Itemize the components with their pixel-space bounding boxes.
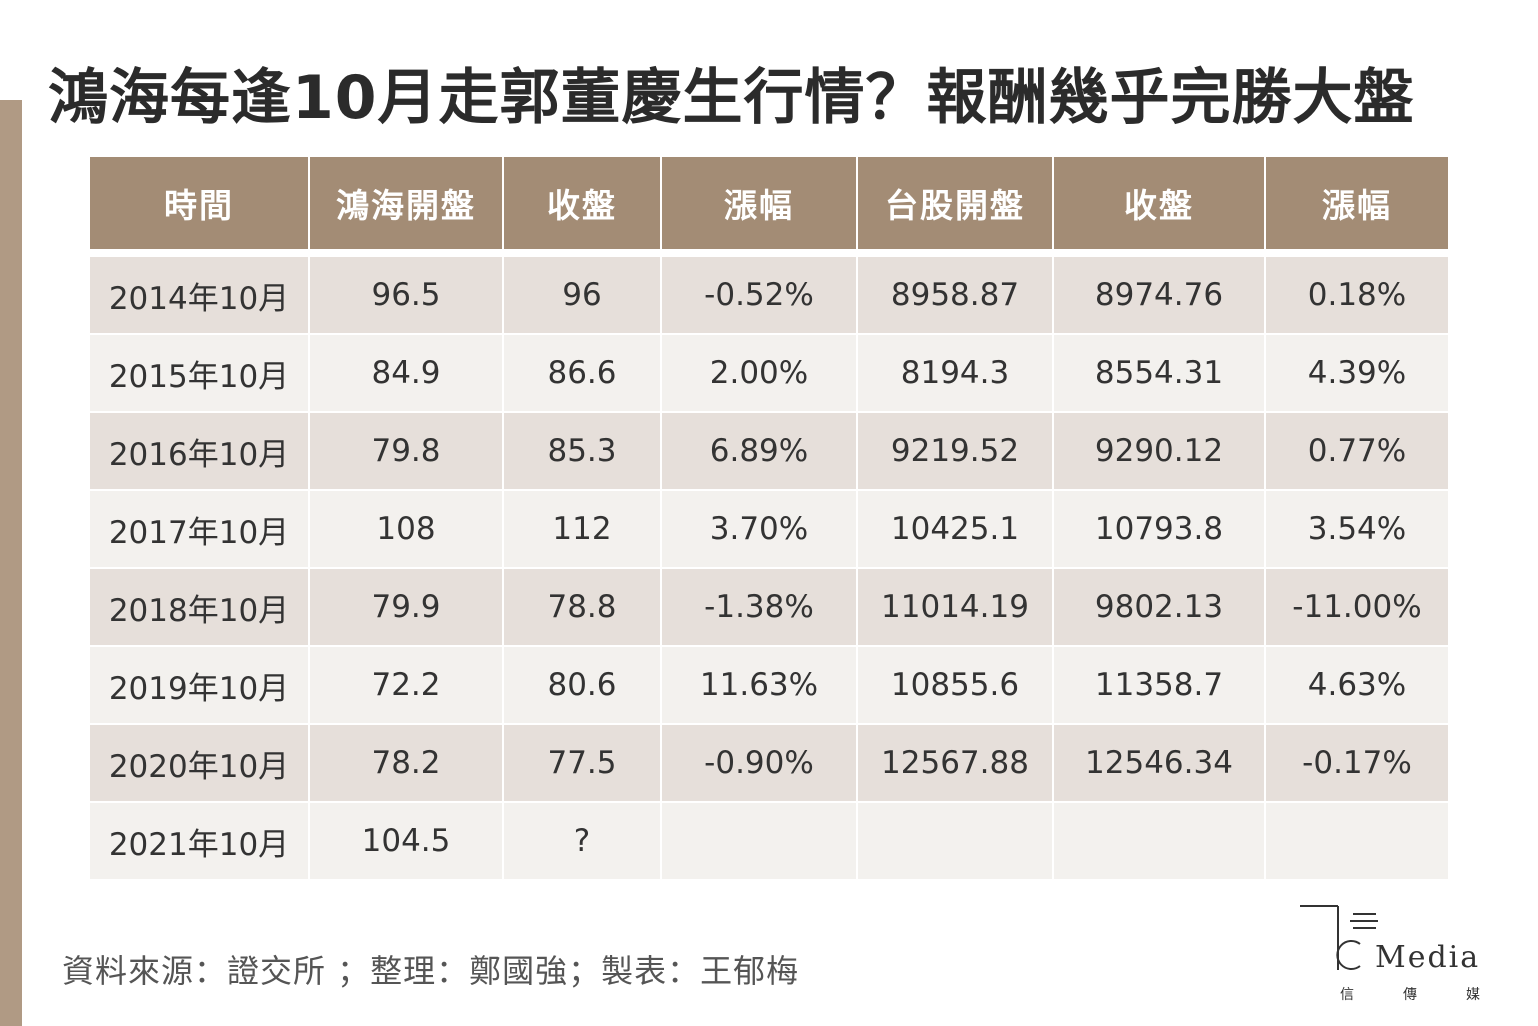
cell-tw-change: 0.77%	[1264, 411, 1450, 491]
header-tw-open: 台股開盤	[856, 155, 1054, 251]
cell-tw-open: 10855.6	[856, 645, 1054, 725]
cell-hh-close: 85.3	[502, 411, 662, 491]
table-row: 2019年10月 72.2 80.6 11.63% 10855.6 11358.…	[88, 645, 1450, 725]
header-tw-close: 收盤	[1052, 155, 1266, 251]
cell-time: 2018年10月	[88, 567, 310, 647]
cell-tw-close: 8974.76	[1052, 255, 1266, 335]
data-table: 時間 鴻海開盤 收盤 漲幅 台股開盤 收盤 漲幅 2014年10月 96.5 9…	[88, 155, 1450, 881]
logo-subtitle: 信 傳 媒	[1340, 984, 1480, 1004]
cell-time: 2021年10月	[88, 801, 310, 881]
source-note: 資料來源：證交所 ；整理：鄭國強；製表：王郁梅	[62, 952, 800, 990]
side-accent-bar	[0, 100, 22, 1026]
cell-tw-change: 3.54%	[1264, 489, 1450, 569]
cell-hh-close: ?	[502, 801, 662, 881]
cell-tw-open: 10425.1	[856, 489, 1054, 569]
header-tw-change: 漲幅	[1264, 155, 1450, 251]
table-row: 2016年10月 79.8 85.3 6.89% 9219.52 9290.12…	[88, 411, 1450, 491]
table-row: 2018年10月 79.9 78.8 -1.38% 11014.19 9802.…	[88, 567, 1450, 647]
table-header-row: 時間 鴻海開盤 收盤 漲幅 台股開盤 收盤 漲幅	[88, 155, 1450, 251]
cell-hh-open: 72.2	[308, 645, 504, 725]
brand-logo-mark	[1300, 905, 1378, 970]
cell-hh-close: 86.6	[502, 333, 662, 413]
cell-hh-change	[660, 801, 858, 881]
header-time: 時間	[88, 155, 310, 251]
cell-hh-close: 78.8	[502, 567, 662, 647]
cell-tw-change: -11.00%	[1264, 567, 1450, 647]
cell-time: 2014年10月	[88, 255, 310, 335]
cell-time: 2016年10月	[88, 411, 310, 491]
cell-tw-change: -0.17%	[1264, 723, 1450, 803]
cell-tw-close: 11358.7	[1052, 645, 1266, 725]
table-row: 2017年10月 108 112 3.70% 10425.1 10793.8 3…	[88, 489, 1450, 569]
page-title: 鴻海每逢10月走郭董慶生行情？報酬幾乎完勝大盤	[48, 63, 1415, 133]
cell-hh-close: 112	[502, 489, 662, 569]
table-row: 2015年10月 84.9 86.6 2.00% 8194.3 8554.31 …	[88, 333, 1450, 413]
cell-tw-close: 9290.12	[1052, 411, 1266, 491]
cell-hh-close: 80.6	[502, 645, 662, 725]
logo-wordmark: Media	[1375, 940, 1481, 975]
cell-hh-open: 96.5	[308, 255, 504, 335]
cell-time: 2019年10月	[88, 645, 310, 725]
cell-time: 2015年10月	[88, 333, 310, 413]
cell-tw-open	[856, 801, 1054, 881]
cell-hh-open: 104.5	[308, 801, 504, 881]
cell-tw-open: 12567.88	[856, 723, 1054, 803]
cell-hh-change: 2.00%	[660, 333, 858, 413]
cell-hh-change: -0.90%	[660, 723, 858, 803]
cell-tw-open: 8958.87	[856, 255, 1054, 335]
cell-tw-close: 12546.34	[1052, 723, 1266, 803]
cell-tw-close: 8554.31	[1052, 333, 1266, 413]
logo-subtitle-char: 信	[1340, 987, 1354, 1003]
cell-tw-open: 9219.52	[856, 411, 1054, 491]
table-row: 2014年10月 96.5 96 -0.52% 8958.87 8974.76 …	[88, 255, 1450, 335]
cell-hh-change: -0.52%	[660, 255, 858, 335]
cell-tw-change: 4.39%	[1264, 333, 1450, 413]
cell-tw-open: 8194.3	[856, 333, 1054, 413]
cell-hh-change: -1.38%	[660, 567, 858, 647]
cell-time: 2020年10月	[88, 723, 310, 803]
cell-hh-close: 77.5	[502, 723, 662, 803]
cell-hh-change: 6.89%	[660, 411, 858, 491]
cell-tw-change	[1264, 801, 1450, 881]
cell-hh-close: 96	[502, 255, 662, 335]
cell-tw-change: 4.63%	[1264, 645, 1450, 725]
table-row: 2021年10月 104.5 ?	[88, 801, 1450, 881]
header-hh-open: 鴻海開盤	[308, 155, 504, 251]
logo-subtitle-char: 傳	[1403, 987, 1417, 1003]
cell-hh-open: 108	[308, 489, 504, 569]
cell-hh-change: 11.63%	[660, 645, 858, 725]
cell-tw-close	[1052, 801, 1266, 881]
cell-tw-change: 0.18%	[1264, 255, 1450, 335]
header-hh-close: 收盤	[502, 155, 662, 251]
cell-hh-open: 84.9	[308, 333, 504, 413]
table-row: 2020年10月 78.2 77.5 -0.90% 12567.88 12546…	[88, 723, 1450, 803]
cell-time: 2017年10月	[88, 489, 310, 569]
cell-hh-open: 79.9	[308, 567, 504, 647]
cell-hh-open: 78.2	[308, 723, 504, 803]
cell-tw-close: 10793.8	[1052, 489, 1266, 569]
cell-tw-open: 11014.19	[856, 567, 1054, 647]
header-hh-change: 漲幅	[660, 155, 858, 251]
cell-tw-close: 9802.13	[1052, 567, 1266, 647]
cell-hh-change: 3.70%	[660, 489, 858, 569]
logo-subtitle-char: 媒	[1466, 987, 1480, 1003]
cell-hh-open: 79.8	[308, 411, 504, 491]
